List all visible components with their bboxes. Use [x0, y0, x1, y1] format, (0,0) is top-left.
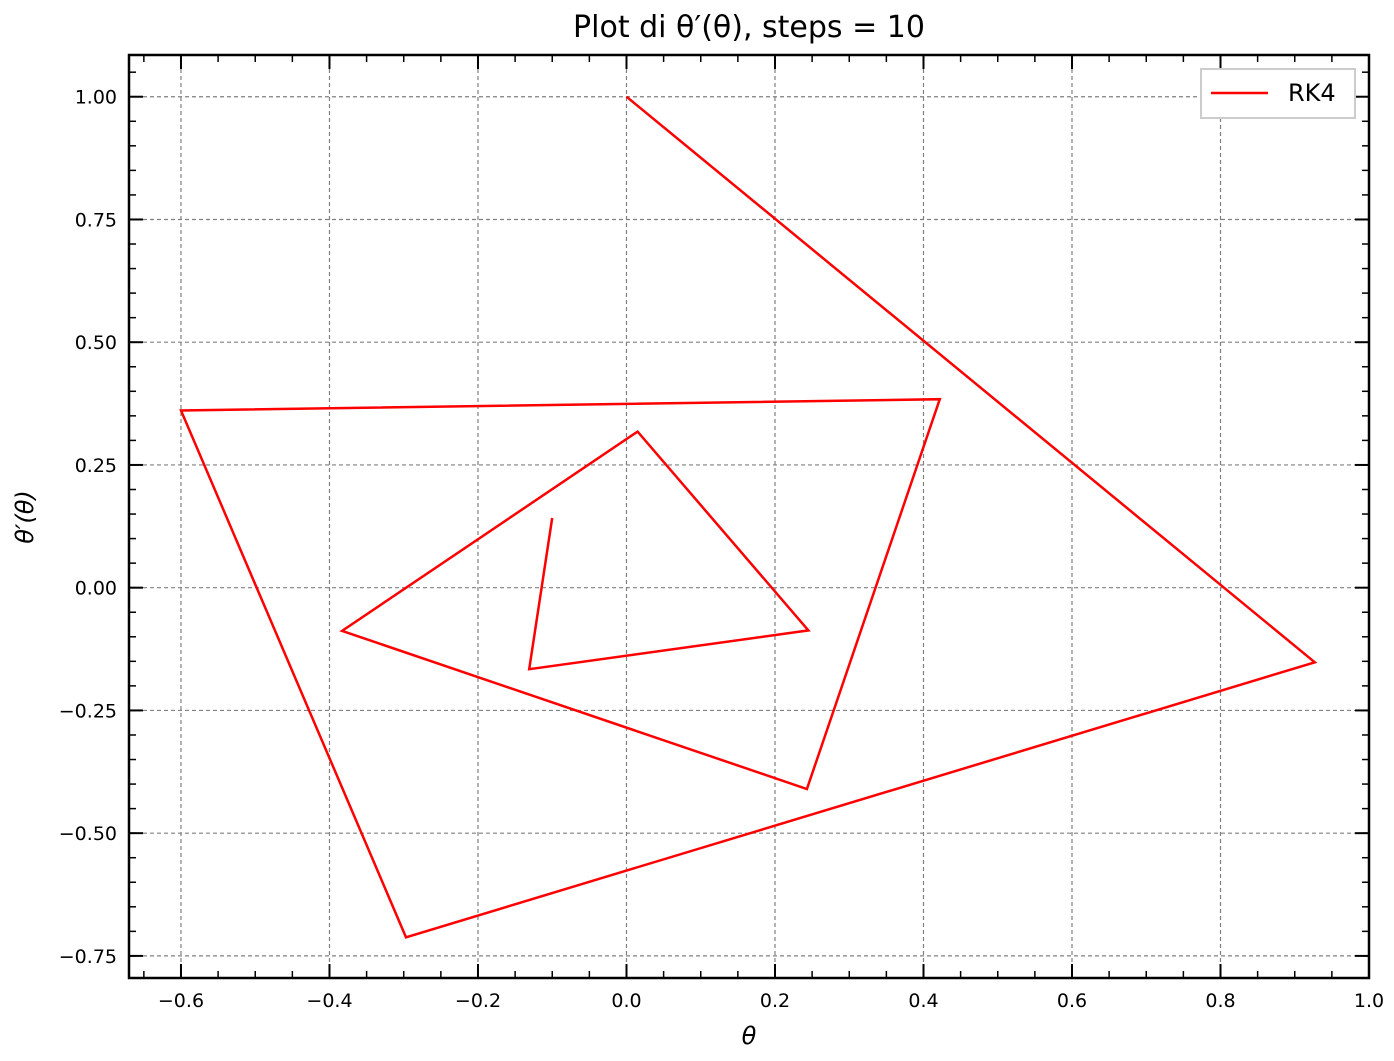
- x-tick-label: −0.2: [455, 990, 501, 1012]
- tick-labels: −0.6 −0.4 −0.2 0.0 0.2 0.4 0.6 0.8 1.0 −0.75 −0.50…: [59, 87, 1384, 1012]
- y-axis-label: θ′(θ): [11, 490, 39, 544]
- x-axis-label: θ: [742, 1022, 757, 1050]
- y-tick-label: −0.75: [59, 946, 117, 968]
- y-tick-label: 0.50: [75, 332, 117, 354]
- y-tick-label: 0.25: [75, 455, 117, 477]
- series-layer: [179, 95, 1318, 939]
- chart-title: Plot di θ′(θ), steps = 10: [573, 10, 925, 45]
- x-tick-label: 0.2: [760, 990, 790, 1012]
- y-tick-label: 0.75: [75, 209, 117, 231]
- y-tick-label: −0.25: [59, 700, 117, 722]
- x-tick-label: 1.0: [1354, 990, 1384, 1012]
- series-line-rk4: [179, 95, 1318, 939]
- x-tick-label: −0.4: [306, 990, 352, 1012]
- plot-frame: [127, 53, 1371, 980]
- legend-label-rk4: RK4: [1288, 79, 1336, 107]
- x-tick-label: 0.0: [611, 990, 641, 1012]
- x-tick-label: −0.6: [158, 990, 204, 1012]
- axis-ticks: [129, 55, 1370, 978]
- x-tick-label: 0.4: [908, 990, 938, 1012]
- y-tick-label: 0.00: [75, 578, 117, 600]
- legend: RK4: [1200, 68, 1356, 119]
- x-tick-label: 0.6: [1057, 990, 1087, 1012]
- y-tick-label: 1.00: [75, 87, 117, 109]
- y-tick-label: −0.50: [59, 823, 117, 845]
- grid: [129, 55, 1370, 978]
- x-tick-label: 0.8: [1205, 990, 1235, 1012]
